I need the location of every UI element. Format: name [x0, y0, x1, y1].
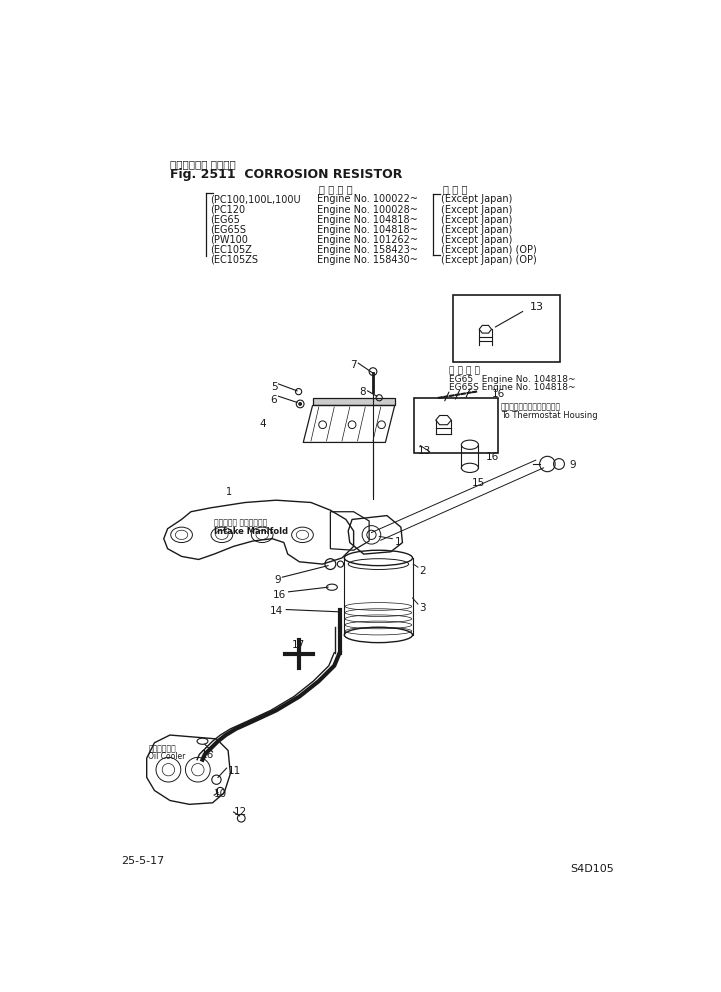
Text: 1: 1 — [394, 537, 402, 548]
Text: 15: 15 — [472, 478, 485, 488]
Bar — [414, 398, 497, 453]
Text: 9: 9 — [569, 460, 575, 470]
Text: 6: 6 — [270, 395, 278, 405]
Text: 1: 1 — [226, 487, 232, 497]
Text: 13: 13 — [418, 445, 431, 455]
Text: 7: 7 — [350, 360, 356, 370]
Text: EG65   Engine No. 104818~: EG65 Engine No. 104818~ — [449, 375, 575, 384]
Text: Oil Cooler: Oil Cooler — [149, 752, 185, 761]
Text: Intake Manifold: Intake Manifold — [214, 527, 288, 536]
Text: (EG65: (EG65 — [211, 214, 240, 224]
Text: Engine No. 158430~: Engine No. 158430~ — [317, 255, 418, 265]
Circle shape — [298, 402, 302, 406]
Text: (PW100: (PW100 — [211, 234, 248, 245]
Text: 3: 3 — [420, 602, 426, 613]
Text: (PC100,100L,100U: (PC100,100L,100U — [211, 194, 301, 204]
Text: (EC105ZS: (EC105ZS — [211, 255, 258, 265]
Text: 8: 8 — [359, 387, 366, 397]
Text: 25-5-17: 25-5-17 — [121, 856, 164, 866]
Text: 16: 16 — [201, 750, 214, 761]
Text: Engine No. 100022~: Engine No. 100022~ — [317, 194, 418, 204]
Text: (Except Japan) (OP): (Except Japan) (OP) — [441, 255, 537, 265]
Text: S4D105: S4D105 — [570, 864, 614, 874]
Text: 2: 2 — [420, 565, 426, 575]
Text: インテーク マニホールド: インテーク マニホールド — [214, 518, 267, 527]
Text: (Except Japan): (Except Japan) — [441, 234, 513, 245]
Text: オイルクーラ: オイルクーラ — [149, 744, 176, 753]
Text: (Except Japan): (Except Japan) — [441, 214, 513, 224]
Text: コロージョン レジスタ: コロージョン レジスタ — [170, 159, 236, 169]
Text: (Except Japan): (Except Japan) — [441, 224, 513, 234]
Text: 運 用 番 号: 運 用 番 号 — [449, 366, 479, 375]
Text: (PC120: (PC120 — [211, 204, 245, 214]
Text: 4: 4 — [259, 420, 266, 430]
Bar — [453, 295, 559, 362]
Text: (Except Japan) (OP): (Except Japan) (OP) — [441, 245, 537, 255]
Text: Engine No. 104818~: Engine No. 104818~ — [317, 224, 418, 234]
Text: (EC105Z: (EC105Z — [211, 245, 252, 255]
Text: Engine No. 101262~: Engine No. 101262~ — [317, 234, 418, 245]
Text: Engine No. 104818~: Engine No. 104818~ — [317, 214, 418, 224]
Text: 11: 11 — [228, 766, 242, 776]
Text: 9: 9 — [275, 575, 281, 585]
Text: Engine No. 100028~: Engine No. 100028~ — [317, 204, 418, 214]
Text: 17: 17 — [291, 640, 305, 651]
Text: 16: 16 — [492, 389, 505, 399]
Text: EG65S Engine No. 104818~: EG65S Engine No. 104818~ — [449, 383, 575, 392]
Text: To Thermostat Housing: To Thermostat Housing — [501, 411, 598, 420]
Text: 14: 14 — [270, 606, 283, 616]
Text: 13: 13 — [531, 303, 544, 312]
Text: (Except Japan): (Except Japan) — [441, 204, 513, 214]
Text: Engine No. 158423~: Engine No. 158423~ — [317, 245, 418, 255]
Text: 16: 16 — [273, 590, 286, 600]
Polygon shape — [312, 398, 394, 406]
Ellipse shape — [345, 627, 412, 643]
Text: 16: 16 — [485, 452, 499, 462]
Text: 12: 12 — [234, 806, 247, 816]
Text: 海 外 向: 海 外 向 — [443, 185, 467, 194]
Text: (EG65S: (EG65S — [211, 224, 247, 234]
Text: Fig. 2511  CORROSION RESISTOR: Fig. 2511 CORROSION RESISTOR — [170, 169, 402, 182]
Text: 運 用 番 号: 運 用 番 号 — [319, 185, 353, 194]
Text: 10: 10 — [214, 789, 227, 799]
Text: 5: 5 — [270, 382, 278, 393]
Text: サーモスタットハウジングへ: サーモスタットハウジングへ — [501, 403, 561, 412]
Text: (Except Japan): (Except Japan) — [441, 194, 513, 204]
